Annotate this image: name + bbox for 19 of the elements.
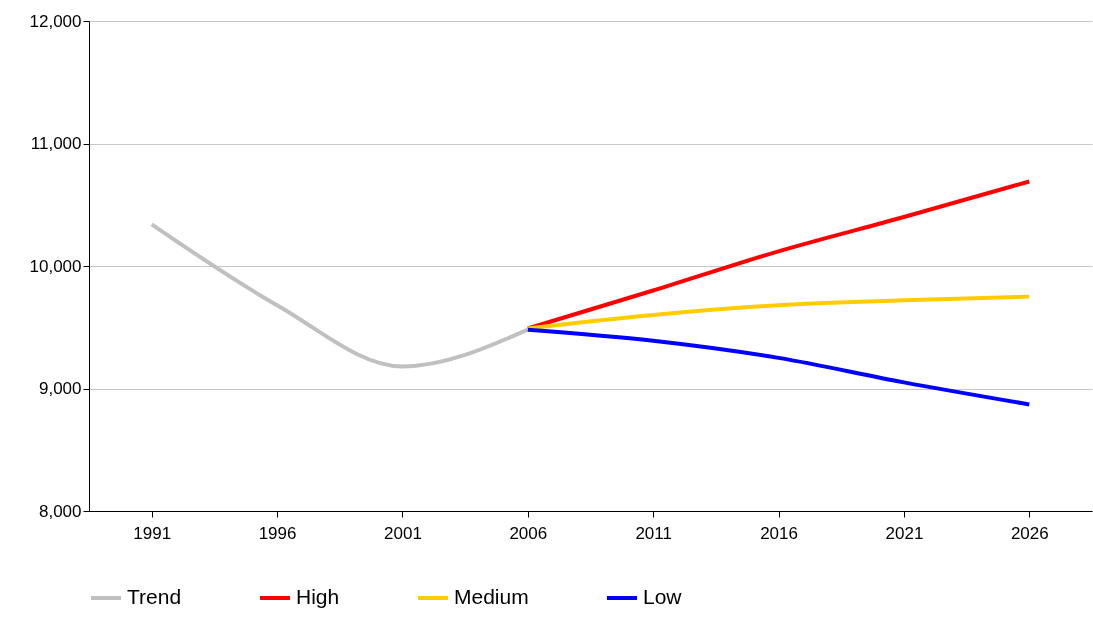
legend-label: Low <box>643 585 683 608</box>
legend-label: Medium <box>454 585 529 608</box>
legend-label: High <box>296 585 340 608</box>
line-series <box>525 294 1032 331</box>
x-tick-label: 2001 <box>384 523 422 543</box>
x-tick-label: 2016 <box>760 523 798 543</box>
x-tick-label: 2021 <box>885 523 924 543</box>
y-tick-label: 11,000 <box>30 134 82 153</box>
y-tick-label: 8,000 <box>38 501 82 521</box>
x-tick-label: 2026 <box>1010 523 1049 543</box>
legend-label: Trend <box>127 585 182 608</box>
x-tick-label: 1996 <box>258 523 297 543</box>
y-tick-label: 9,000 <box>38 379 82 398</box>
x-tick-label: 1991 <box>133 523 172 543</box>
y-tick-label: 10,000 <box>29 256 82 276</box>
x-tick-label: 2006 <box>509 523 548 543</box>
y-tick-label: 12,000 <box>29 11 82 31</box>
line-series <box>525 327 1032 407</box>
x-tick-label: 2011 <box>635 523 672 543</box>
